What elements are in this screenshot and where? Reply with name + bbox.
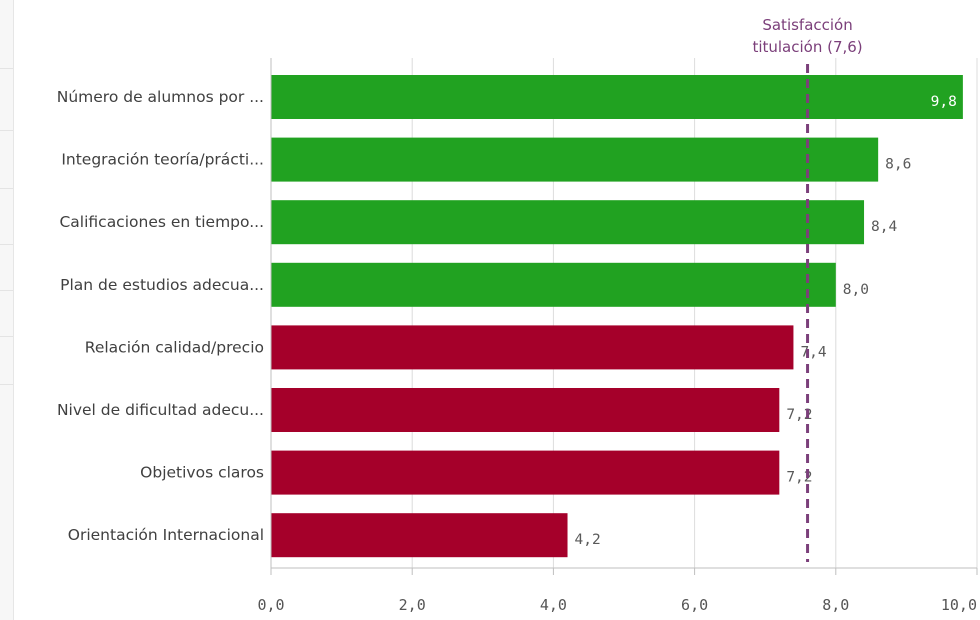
category-label: Calificaciones en tiempo... [59,213,264,231]
category-label: Orientación Internacional [68,526,264,544]
panel-divider [0,130,13,131]
x-tick-label: 0,0 [257,596,284,614]
bars [271,75,963,558]
panel-divider [0,244,13,245]
value-label: 7,2 [786,407,812,423]
category-label: Plan de estudios adecua... [60,276,264,294]
reference-line-label: titulación (7,6) [752,38,862,56]
left-panel-edge [0,0,14,620]
reference-line-label: Satisfacción [762,16,852,34]
panel-divider [0,290,13,291]
value-label: 8,6 [885,157,911,173]
bar [271,75,963,119]
panel-divider [0,384,13,385]
category-label: Relación calidad/precio [85,338,264,356]
panel-divider [0,188,13,189]
bar [271,137,879,182]
value-label: 9,8 [931,94,957,110]
x-tick-label: 6,0 [681,596,708,614]
x-tick-label: 4,0 [540,596,567,614]
value-label: 7,2 [786,470,812,486]
bar [271,325,794,370]
bar [271,450,780,495]
x-axis: 0,0 2,0 4,0 6,0 8,0 10,0 [257,58,978,614]
category-label: Integración teoría/prácti... [61,151,264,169]
value-label: 4,2 [575,532,601,548]
value-label: 8,0 [843,282,869,298]
panel-divider [0,336,13,337]
value-label: 7,4 [800,344,826,360]
category-label: Número de alumnos por ... [57,88,264,106]
panel-divider [0,68,13,69]
bar [271,200,865,245]
category-labels: Número de alumnos por ... Integración teo… [57,88,264,544]
bar [271,513,568,558]
value-label: 8,4 [871,219,897,235]
x-tick-label: 2,0 [399,596,426,614]
value-labels: 9,8 8,6 8,4 8,0 7,4 7,2 7,2 4,2 [575,94,957,548]
reference-line-group: Satisfacción titulación (7,6) [752,16,863,562]
x-tick-label: 10,0 [941,596,977,614]
category-label: Objetivos claros [140,464,264,482]
category-label: Nivel de dificultad adecu... [57,401,264,419]
bar [271,262,836,307]
x-tick-label: 8,0 [822,596,849,614]
bar [271,388,780,432]
